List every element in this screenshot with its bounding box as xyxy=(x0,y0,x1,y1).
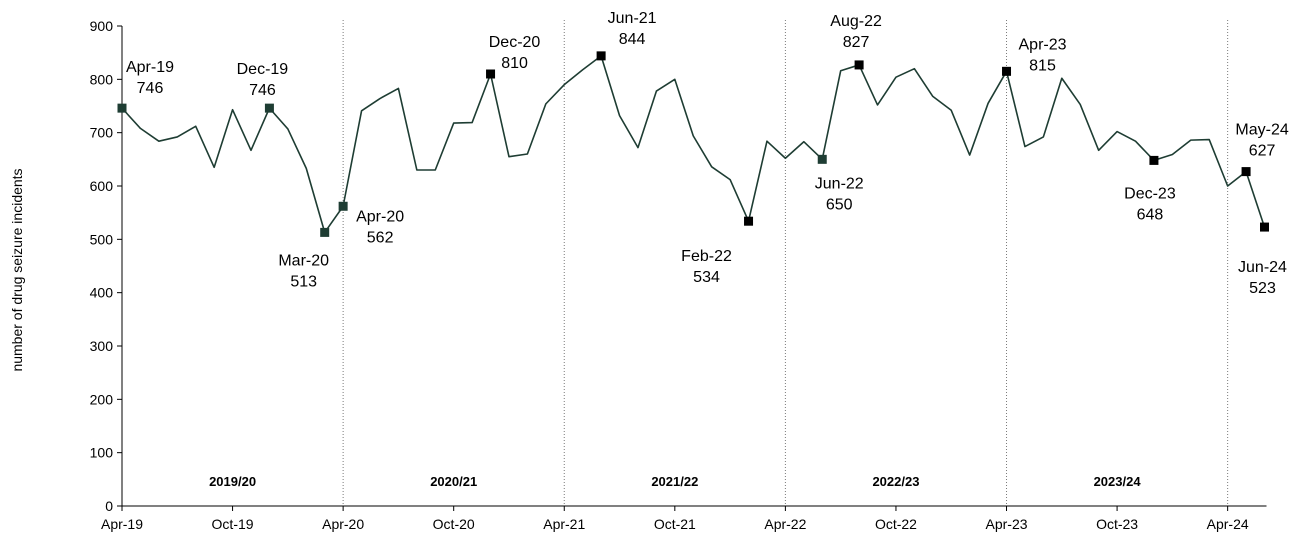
annotation-month: Dec-23 xyxy=(1124,185,1176,202)
data-point-marker xyxy=(1002,66,1012,76)
data-point-marker xyxy=(320,227,330,237)
annotation-month: May-24 xyxy=(1235,122,1288,139)
annotation-value: 746 xyxy=(137,80,164,97)
annotation-month: Feb-22 xyxy=(681,248,732,265)
period-label: 2023/24 xyxy=(1094,474,1142,489)
y-tick-label: 0 xyxy=(105,498,113,514)
annotation-value: 562 xyxy=(367,229,394,246)
annotation-month: Dec-19 xyxy=(237,61,289,78)
annotation-value: 648 xyxy=(1137,206,1164,223)
annotation-value: 844 xyxy=(619,31,646,48)
period-label: 2021/22 xyxy=(651,474,698,489)
annotation-month: Apr-23 xyxy=(1019,36,1067,53)
y-axis-label: number of drug seizure incidents xyxy=(9,168,25,371)
series xyxy=(121,55,1266,234)
data-point-marker xyxy=(596,51,606,61)
y-tick-label: 600 xyxy=(90,178,114,194)
y-tick-label: 500 xyxy=(90,231,114,247)
annotation-month: Mar-20 xyxy=(278,252,329,269)
x-tick-label: Oct-19 xyxy=(212,516,254,532)
annotation-value: 650 xyxy=(826,196,853,213)
y-tick-label: 900 xyxy=(90,18,114,34)
data-point-marker xyxy=(1149,155,1159,165)
x-tick-label: Apr-24 xyxy=(1207,516,1249,532)
annotation-month: Apr-19 xyxy=(126,59,174,76)
data-point-marker xyxy=(117,103,127,113)
data-point-marker xyxy=(338,201,348,211)
annotation-month: Jun-21 xyxy=(608,10,657,27)
data-point-marker xyxy=(817,154,827,164)
x-tick-label: Apr-21 xyxy=(543,516,585,532)
annotation-month: Aug-22 xyxy=(830,13,882,30)
x-tick-label: Apr-23 xyxy=(986,516,1028,532)
x-tick-label: Oct-22 xyxy=(875,516,917,532)
data-point-marker xyxy=(1241,167,1251,177)
annotation-month: Jun-24 xyxy=(1238,259,1287,276)
annotation-value: 513 xyxy=(290,273,317,290)
y-tick-label: 800 xyxy=(90,71,114,87)
data-point-marker xyxy=(1260,222,1269,232)
annotation-value: 815 xyxy=(1029,57,1056,74)
series-line xyxy=(121,55,1266,234)
annotation-month: Apr-20 xyxy=(356,208,404,225)
annotation-value: 534 xyxy=(693,269,720,286)
annotations: Apr-19 746 Dec-19 746 Mar-20 513 Apr-20 562 Dec-… xyxy=(126,10,1289,297)
annotation-value: 810 xyxy=(501,55,528,72)
x-tick-label: Oct-20 xyxy=(433,516,475,532)
markers xyxy=(117,51,1269,237)
annotation-value: 523 xyxy=(1249,280,1276,297)
y-tick-label: 100 xyxy=(90,445,114,461)
period-label: 2022/23 xyxy=(872,474,919,489)
y-tick-label: 400 xyxy=(90,285,114,301)
data-point-marker xyxy=(854,60,864,70)
period-label: 2020/21 xyxy=(430,474,477,489)
period-label: 2019/20 xyxy=(209,474,256,489)
y-tick-label: 200 xyxy=(90,391,114,407)
annotation-month: Jun-22 xyxy=(815,175,864,192)
annotation-value: 627 xyxy=(1249,143,1276,160)
period-labels: 2019/20 2020/21 2021/22 2022/23 2023/24 xyxy=(209,474,1141,489)
y-tick-label: 700 xyxy=(90,125,114,141)
data-point-marker xyxy=(486,69,496,79)
x-tick-label: Apr-20 xyxy=(322,516,364,532)
period-separators xyxy=(342,20,1229,506)
x-tick-label: Apr-22 xyxy=(764,516,806,532)
data-point-marker xyxy=(264,103,274,113)
x-tick-label: Apr-19 xyxy=(101,516,143,532)
y-tick-label: 300 xyxy=(90,338,114,354)
x-tick-label: Oct-23 xyxy=(1096,516,1138,532)
annotation-value: 746 xyxy=(249,82,276,99)
data-point-marker xyxy=(744,216,754,226)
x-tick-label: Oct-21 xyxy=(654,516,696,532)
annotation-value: 827 xyxy=(843,34,870,51)
annotation-month: Dec-20 xyxy=(489,34,541,51)
